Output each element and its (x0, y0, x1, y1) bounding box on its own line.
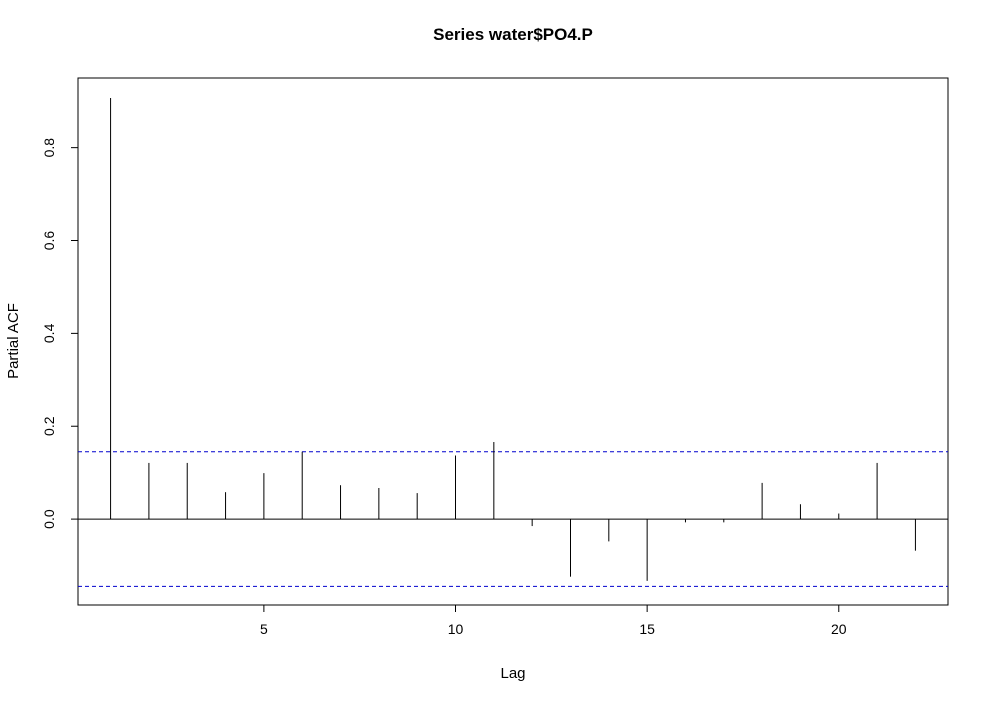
pacf-bars (110, 97, 916, 581)
x-tick-label: 10 (448, 621, 464, 637)
plot-frame (77, 77, 949, 606)
y-tick-label: 0.0 (41, 509, 57, 529)
x-tick-label: 5 (260, 621, 268, 637)
x-tick-label: 15 (639, 621, 655, 637)
y-tick-label: 0.8 (41, 138, 57, 158)
x-tick-label: 20 (831, 621, 847, 637)
x-axis-label: Lag (500, 665, 525, 682)
y-axis-label: Partial ACF (5, 303, 22, 379)
reference-lines (78, 451, 948, 587)
y-tick-label: 0.6 (41, 231, 57, 251)
y-tick-label: 0.4 (41, 323, 57, 343)
axes: 5 10 15 20 0.0 0.2 0.4 0.6 0.8 (41, 138, 847, 637)
chart-title: Series water$PO4.P (433, 25, 593, 44)
y-tick-label: 0.2 (41, 416, 57, 436)
